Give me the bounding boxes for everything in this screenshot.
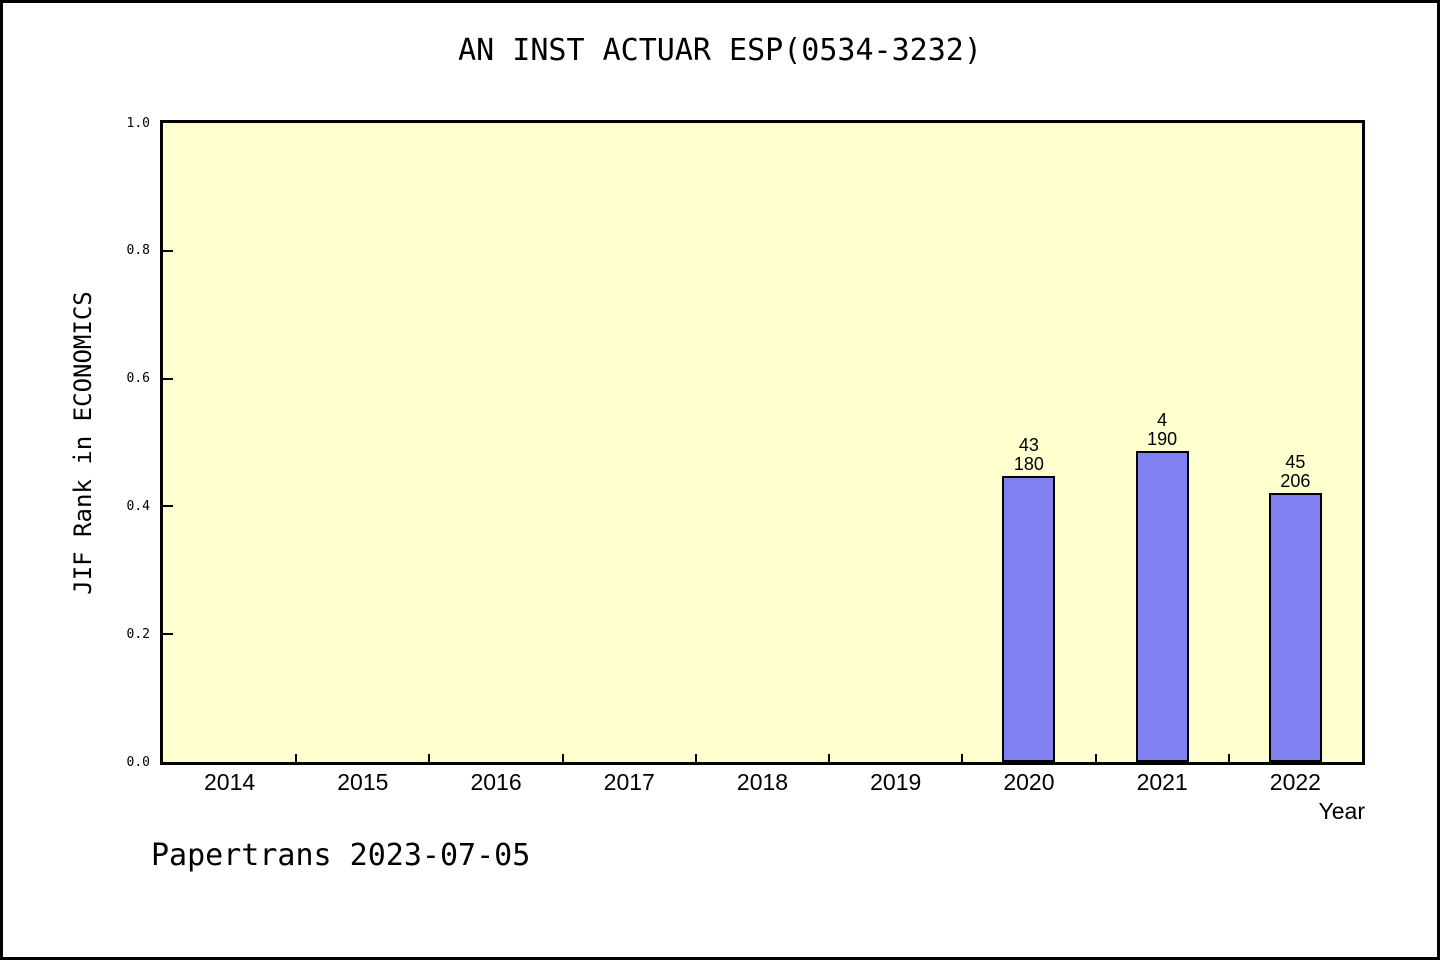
x-tick-label: 2021 [1136,769,1188,795]
x-tick-mark [1227,754,1230,762]
x-tick-mark [828,754,831,762]
x-tick-label: 2018 [736,769,789,795]
y-tick-label: 0.0 [126,754,150,770]
bar-2021 [1135,451,1189,762]
bar-label-2021: 4 190 [1147,410,1178,450]
bar-label-2022: 45 206 [1280,451,1311,491]
x-tick-label: 2016 [470,769,522,795]
footer-note: Papertrans 2023-07-05 [151,838,531,873]
bar-2020 [1002,476,1056,762]
y-axis-title-text: JIF Rank in ECONOMICS [69,291,97,595]
chart-title: AN INST ACTUAR ESP(0534-3232) [458,33,982,68]
x-tick-label: 2015 [337,769,389,795]
x-axis-title: Year [1318,798,1365,824]
x-tick-mark [561,754,564,762]
y-tick-label: 0.4 [126,498,150,514]
plot-area: 43 180 4 190 45 206 [160,120,1365,765]
y-tick-label: 0.6 [126,371,150,387]
x-tick-mark [1094,754,1097,762]
x-tick-label: 2014 [204,769,256,795]
bar-label-2020: 43 180 [1013,435,1044,475]
x-tick-label: 2022 [1269,769,1321,795]
x-tick-label: 2017 [603,769,655,795]
x-tick-mark [428,754,431,762]
x-tick-label: 2019 [870,769,922,795]
y-tick-mark [163,505,173,508]
y-tick-label: 1.0 [126,115,150,131]
y-tick-mark [163,377,173,380]
y-tick-mark [163,633,173,636]
x-tick-mark [961,754,964,762]
x-tick-label: 2020 [1003,769,1055,795]
y-tick-label: 0.8 [126,243,150,259]
x-tick-mark [295,754,298,762]
y-tick-label: 0.2 [126,626,150,642]
bar-2022 [1268,492,1322,762]
y-tick-mark [163,249,173,252]
x-tick-mark [694,754,697,762]
